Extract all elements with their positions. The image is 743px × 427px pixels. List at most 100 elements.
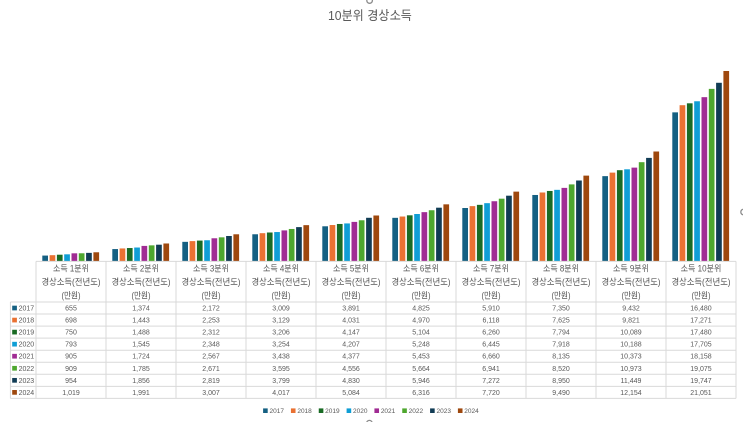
svg-text:9,490: 9,490 [552, 390, 570, 397]
svg-text:(만원): (만원) [481, 290, 500, 300]
svg-text:(만원): (만원) [411, 290, 430, 300]
svg-text:7,625: 7,625 [552, 318, 570, 325]
svg-text:(만원): (만원) [621, 290, 640, 300]
svg-text:2,567: 2,567 [202, 354, 220, 361]
svg-text:2022: 2022 [409, 408, 424, 415]
svg-text:7,272: 7,272 [482, 378, 500, 385]
svg-text:11,449: 11,449 [621, 378, 642, 385]
svg-text:4,970: 4,970 [412, 318, 430, 325]
svg-text:2018: 2018 [19, 318, 35, 325]
svg-text:4,825: 4,825 [412, 306, 430, 313]
svg-text:1,488: 1,488 [132, 330, 150, 337]
svg-text:1,724: 1,724 [132, 354, 150, 361]
svg-text:4,830: 4,830 [342, 378, 360, 385]
svg-text:8,520: 8,520 [552, 366, 570, 373]
svg-text:905: 905 [65, 354, 77, 361]
svg-text:2,253: 2,253 [202, 318, 220, 325]
svg-text:5,104: 5,104 [412, 330, 430, 337]
svg-text:3,007: 3,007 [202, 390, 220, 397]
svg-text:3,129: 3,129 [272, 318, 290, 325]
svg-text:(만원): (만원) [61, 290, 80, 300]
svg-text:5,910: 5,910 [482, 306, 500, 313]
svg-text:6,118: 6,118 [483, 318, 500, 325]
svg-text:3,254: 3,254 [272, 342, 290, 349]
svg-text:소득 2분위: 소득 2분위 [123, 264, 159, 274]
svg-text:2023: 2023 [436, 408, 451, 415]
svg-text:17,480: 17,480 [690, 330, 712, 337]
svg-text:경상소득(전년도): 경상소득(전년도) [462, 277, 521, 287]
svg-text:2022: 2022 [19, 366, 35, 373]
svg-text:2,312: 2,312 [202, 330, 220, 337]
svg-text:2017: 2017 [19, 306, 35, 313]
svg-text:(만원): (만원) [341, 290, 360, 300]
svg-text:19,747: 19,747 [690, 378, 712, 385]
svg-text:2024: 2024 [19, 390, 35, 397]
svg-text:5,946: 5,946 [412, 378, 430, 385]
svg-text:경상소득(전년도): 경상소득(전년도) [112, 277, 171, 287]
svg-text:2,671: 2,671 [202, 366, 220, 373]
svg-text:909: 909 [65, 366, 77, 373]
svg-text:1,785: 1,785 [132, 366, 150, 373]
svg-text:2023: 2023 [19, 378, 35, 385]
svg-text:소득 1분위: 소득 1분위 [53, 264, 89, 274]
svg-text:7,350: 7,350 [552, 306, 570, 313]
svg-text:2021: 2021 [19, 354, 35, 361]
svg-text:경상소득(전년도): 경상소득(전년도) [532, 277, 591, 287]
svg-text:2024: 2024 [464, 408, 479, 415]
svg-text:소득 10분위: 소득 10분위 [681, 264, 722, 274]
svg-text:(만원): (만원) [551, 290, 570, 300]
svg-text:4,207: 4,207 [342, 342, 360, 349]
svg-text:7,918: 7,918 [552, 342, 570, 349]
svg-text:4,031: 4,031 [342, 318, 360, 325]
svg-text:경상소득(전년도): 경상소득(전년도) [602, 277, 661, 287]
svg-text:2020: 2020 [19, 342, 35, 349]
svg-text:2,348: 2,348 [202, 342, 220, 349]
svg-text:3,206: 3,206 [272, 330, 290, 337]
svg-text:2021: 2021 [381, 408, 396, 415]
svg-text:소득 7분위: 소득 7분위 [473, 264, 509, 274]
svg-text:6,445: 6,445 [482, 342, 500, 349]
svg-text:9,432: 9,432 [622, 306, 640, 313]
svg-text:793: 793 [65, 342, 77, 349]
svg-text:1,545: 1,545 [132, 342, 150, 349]
svg-text:경상소득(전년도): 경상소득(전년도) [672, 277, 731, 287]
svg-text:2,172: 2,172 [202, 306, 220, 313]
svg-text:경상소득(전년도): 경상소득(전년도) [182, 277, 241, 287]
svg-text:4,017: 4,017 [272, 390, 290, 397]
svg-text:(만원): (만원) [131, 290, 150, 300]
svg-text:4,377: 4,377 [342, 354, 360, 361]
svg-text:2020: 2020 [353, 408, 368, 415]
svg-text:18,158: 18,158 [690, 354, 712, 361]
svg-text:소득 3분위: 소득 3분위 [193, 264, 229, 274]
svg-text:1,443: 1,443 [132, 318, 150, 325]
svg-text:2017: 2017 [270, 408, 285, 415]
svg-text:1,019: 1,019 [62, 390, 80, 397]
svg-text:12,154: 12,154 [620, 390, 642, 397]
svg-text:5,664: 5,664 [412, 366, 430, 373]
svg-text:954: 954 [65, 378, 77, 385]
svg-text:10분위 경상소득: 10분위 경상소득 [328, 8, 412, 23]
svg-text:1,856: 1,856 [132, 378, 150, 385]
svg-text:소득 5분위: 소득 5분위 [333, 264, 369, 274]
svg-text:8,950: 8,950 [552, 378, 570, 385]
svg-text:(만원): (만원) [271, 290, 290, 300]
svg-text:698: 698 [65, 318, 77, 325]
svg-text:10,373: 10,373 [620, 354, 642, 361]
svg-text:5,453: 5,453 [412, 354, 430, 361]
svg-text:17,271: 17,271 [690, 318, 712, 325]
svg-text:655: 655 [65, 306, 77, 313]
svg-text:경상소득(전년도): 경상소득(전년도) [252, 277, 311, 287]
svg-text:3,799: 3,799 [272, 378, 290, 385]
svg-text:1,991: 1,991 [132, 390, 150, 397]
svg-text:2018: 2018 [297, 408, 312, 415]
svg-text:19,075: 19,075 [690, 366, 712, 373]
svg-text:4,147: 4,147 [342, 330, 360, 337]
svg-text:10,973: 10,973 [620, 366, 642, 373]
svg-text:6,260: 6,260 [482, 330, 500, 337]
svg-text:3,891: 3,891 [342, 306, 360, 313]
svg-text:10,188: 10,188 [620, 342, 642, 349]
svg-text:7,720: 7,720 [482, 390, 500, 397]
svg-text:3,595: 3,595 [272, 366, 290, 373]
svg-text:750: 750 [65, 330, 77, 337]
svg-text:16,480: 16,480 [690, 306, 712, 313]
